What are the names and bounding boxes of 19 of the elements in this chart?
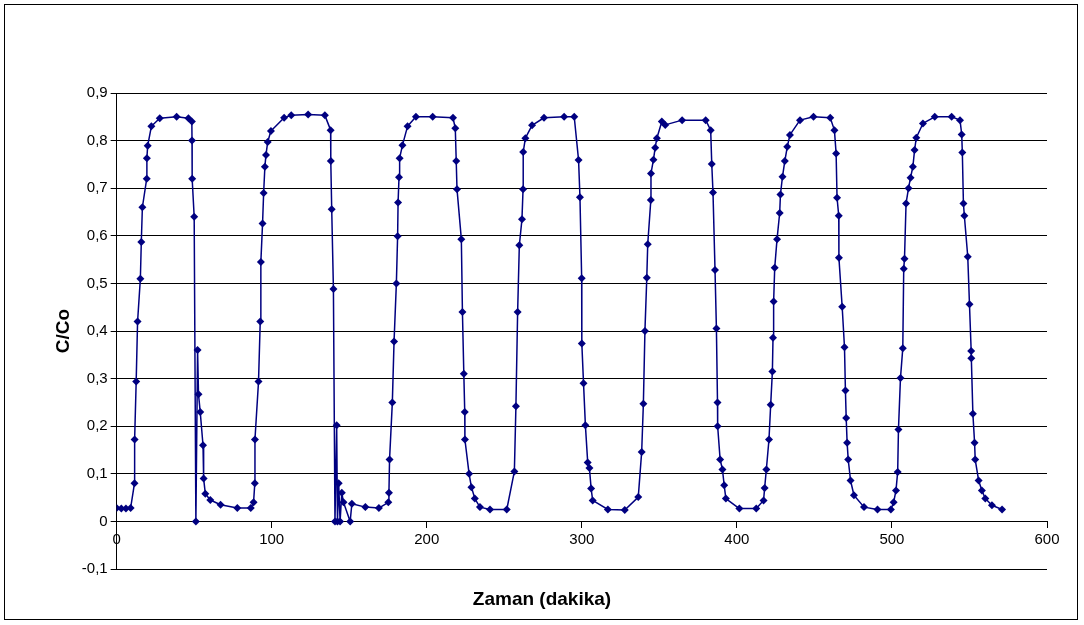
y-tick-label: 0,2 bbox=[86, 416, 108, 434]
x-tick-label: 100 bbox=[259, 529, 285, 547]
y-tick-label: 0,3 bbox=[86, 368, 108, 386]
y-tick-label: 0,1 bbox=[86, 463, 108, 481]
y-tick-label: 0,4 bbox=[86, 321, 108, 339]
x-tick-label: 400 bbox=[724, 529, 750, 547]
y-tick-label: 0,9 bbox=[86, 83, 108, 101]
y-axis-title: C/Co bbox=[51, 308, 73, 354]
y-tick-label: 0 bbox=[99, 511, 108, 529]
y-tick-label: 0,5 bbox=[86, 273, 108, 291]
y-tick-label: -0,1 bbox=[81, 559, 108, 577]
x-axis-title: Zaman (dakika) bbox=[471, 588, 613, 610]
x-tick-label: 500 bbox=[879, 529, 905, 547]
y-tick-label: 0,8 bbox=[86, 130, 108, 148]
x-tick-label: 600 bbox=[1034, 529, 1060, 547]
y-tick-label: 0,6 bbox=[86, 225, 108, 243]
y-tick-label: 0,7 bbox=[86, 178, 108, 196]
x-tick-label: 300 bbox=[569, 529, 595, 547]
x-tick-label: 200 bbox=[414, 529, 440, 547]
